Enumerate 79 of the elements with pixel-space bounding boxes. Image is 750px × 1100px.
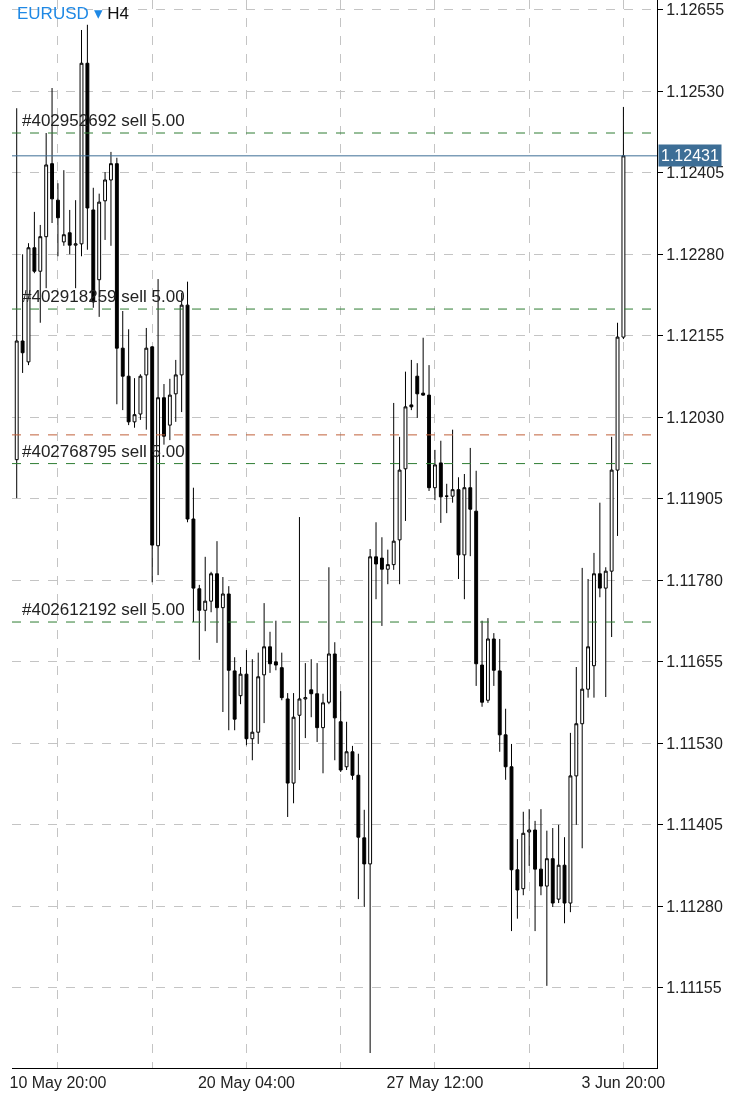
candlestick — [468, 447, 473, 557]
ref-line-label: #402612192 sell 5.00 — [22, 600, 185, 619]
candlestick — [368, 548, 373, 1054]
candlestick — [67, 209, 72, 255]
candlestick — [491, 632, 496, 687]
candlestick — [262, 602, 267, 724]
candlestick — [597, 502, 602, 598]
candlestick — [215, 540, 219, 644]
candlestick — [114, 157, 119, 405]
candlestick — [521, 811, 526, 896]
y-tick-label: 1.11780 — [666, 571, 723, 589]
candlestick — [374, 521, 378, 600]
y-tick-label: 1.11155 — [666, 979, 722, 997]
candlestick — [61, 169, 66, 247]
x-tick-label: 27 May 12:00 — [386, 1074, 484, 1092]
candlestick — [586, 578, 591, 699]
candlestick — [120, 310, 125, 411]
chart-subtitle: H4 — [107, 4, 129, 23]
y-tick-label: 1.12530 — [666, 82, 725, 100]
candlestick — [362, 809, 367, 908]
y-tick-label: 1.12655 — [666, 1, 725, 19]
candlestick — [480, 620, 484, 708]
candlestick — [173, 359, 178, 423]
candlestick — [391, 402, 396, 571]
candlestick — [332, 641, 337, 761]
y-tick-label: 1.12155 — [666, 327, 725, 345]
candlestick — [309, 658, 314, 718]
candlestick — [203, 556, 208, 632]
y-tick-label: 1.11405 — [666, 816, 723, 834]
candlestick — [415, 362, 420, 419]
candlestick — [273, 620, 278, 671]
candlestick — [14, 107, 19, 499]
candlestick — [109, 151, 113, 247]
y-tick-label: 1.12405 — [666, 164, 725, 182]
ref-line-label: 1.12431 — [661, 147, 719, 164]
candlestick — [421, 337, 426, 397]
candlestick — [580, 567, 585, 849]
candlestick — [326, 566, 331, 705]
candlestick — [544, 830, 549, 987]
candlestick — [44, 132, 49, 289]
candlestick — [103, 171, 108, 241]
candlestick — [527, 808, 532, 867]
candlestick — [226, 585, 231, 731]
candlestick — [167, 378, 172, 441]
x-tick-label: 20 May 04:00 — [197, 1074, 296, 1092]
candlestick — [256, 652, 261, 745]
candlestick — [533, 820, 538, 932]
candlestick — [279, 652, 284, 701]
candlestick — [550, 827, 555, 908]
candlestick — [432, 449, 437, 501]
x-tick-label: 3 Jun 20:00 — [581, 1074, 666, 1092]
candlestick — [592, 552, 596, 699]
candlestick — [144, 327, 149, 431]
candlestick — [209, 571, 214, 613]
y-tick-label: 1.11905 — [666, 490, 723, 508]
chart-title: EURUSD ▾ — [17, 4, 103, 23]
candlestick — [444, 483, 449, 514]
candlestick — [385, 549, 390, 585]
y-tick-label: 1.11655 — [666, 653, 723, 671]
y-tick-label: 1.12030 — [666, 408, 725, 426]
candlestick — [474, 470, 479, 687]
candlestick — [497, 638, 502, 753]
candlestick — [56, 182, 60, 257]
y-tick-label: 1.11530 — [666, 734, 723, 752]
candlestick — [162, 383, 166, 446]
x-tick-label: 10 May 20:00 — [9, 1074, 107, 1092]
candlestick — [539, 808, 543, 896]
candlestick — [268, 631, 272, 674]
candlestick — [379, 536, 384, 627]
y-tick-label: 1.12280 — [666, 245, 725, 263]
candlestick — [321, 693, 325, 774]
candlestick — [438, 440, 443, 524]
candlestick — [397, 436, 402, 585]
candlestick — [315, 662, 320, 743]
candlestick — [220, 576, 225, 713]
candlestick — [486, 617, 490, 704]
candlestick — [427, 364, 431, 492]
y-tick-label: 1.11280 — [666, 897, 723, 915]
candlestick — [603, 566, 608, 698]
